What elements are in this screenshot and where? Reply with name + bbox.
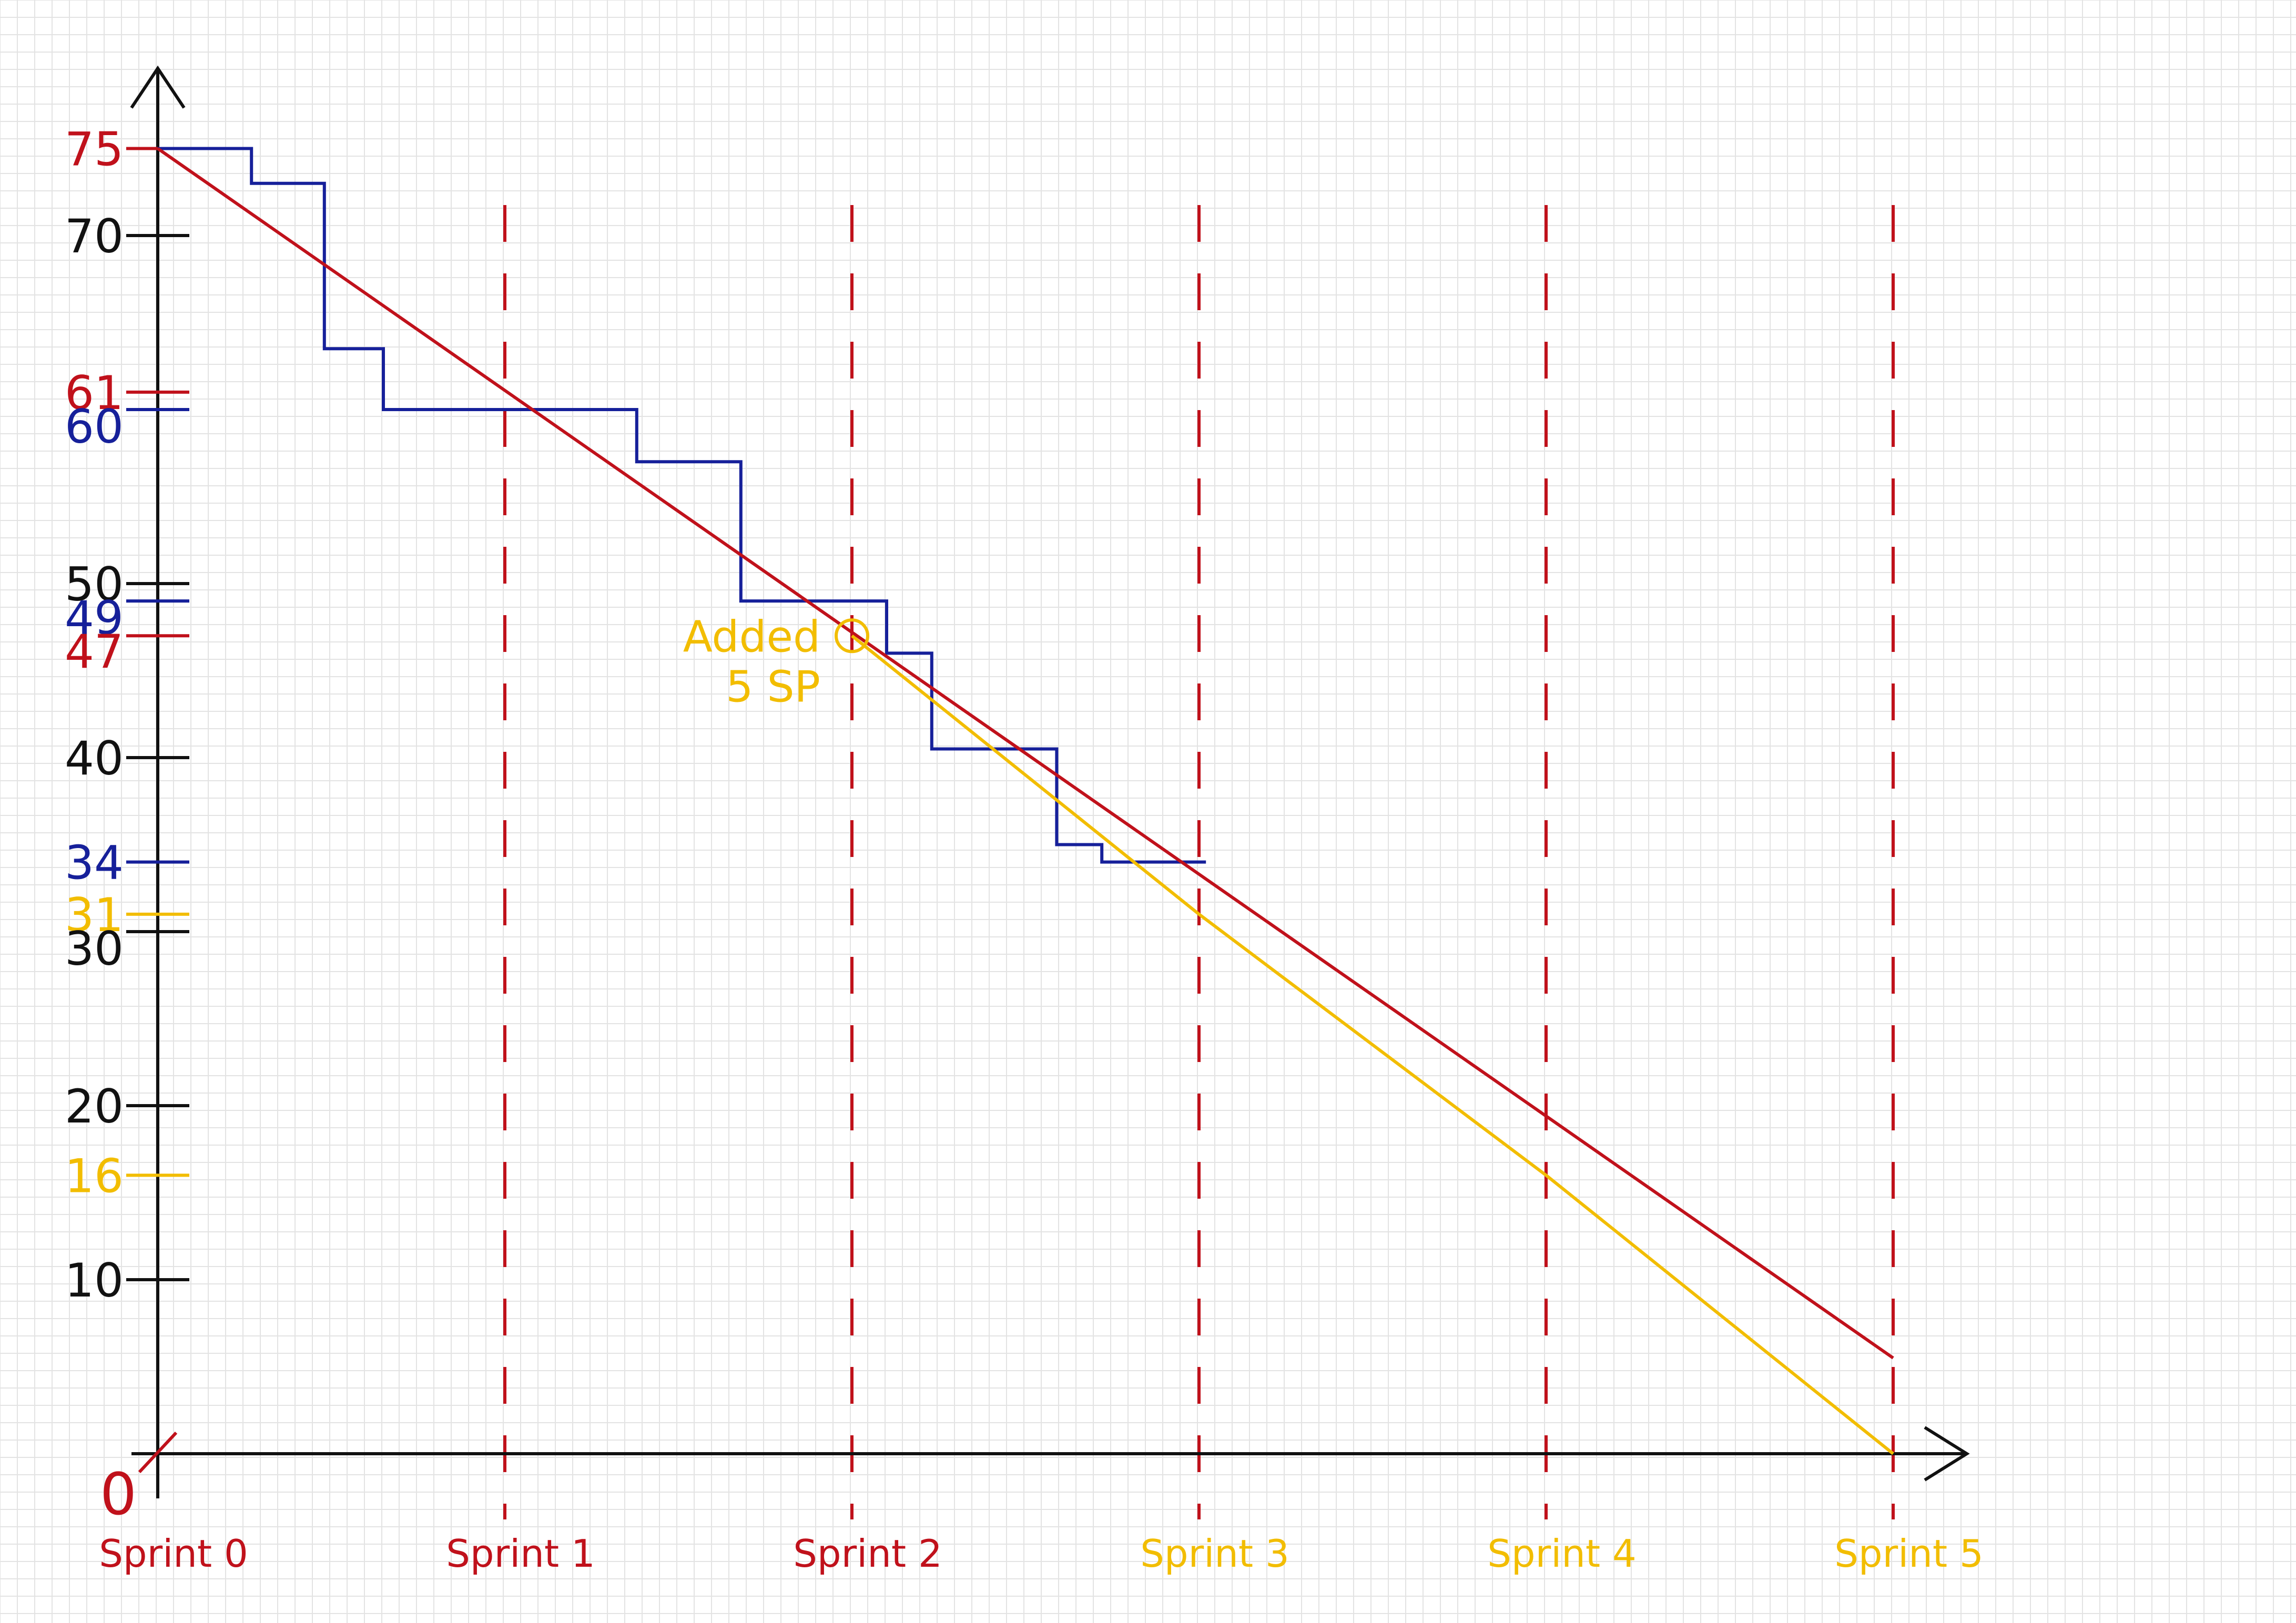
y-tick-label: 40 (65, 731, 124, 785)
annotation-text: 5 SP (726, 662, 820, 712)
y-tick-label: 50 (65, 557, 124, 611)
x-tick-label: Sprint 4 (1487, 1532, 1637, 1576)
x-tick-label: Sprint 0 (99, 1532, 248, 1576)
series-lines (157, 147, 1894, 1455)
y-tick-label: 60 (65, 400, 124, 454)
axes: 0 (100, 65, 1970, 1528)
origin-label: 0 (100, 1461, 137, 1528)
y-tick-label: 30 (65, 922, 124, 976)
y-tick-label: 20 (65, 1079, 124, 1134)
y-tick-label: 16 (65, 1149, 124, 1203)
y-axis-arrow (130, 65, 186, 109)
annotation-text: Added (683, 612, 820, 662)
y-tick-label: 47 (65, 625, 124, 679)
origin-mark (138, 1431, 178, 1474)
x-tick-label: Sprint 1 (446, 1532, 595, 1576)
y-tick-label: 49 (65, 591, 124, 645)
series-red-line (157, 147, 1894, 1360)
x-tick-label: Sprint 5 (1834, 1532, 1984, 1576)
annotation-marker (835, 618, 869, 654)
series-blue-line (158, 147, 1206, 864)
y-tick-label: 75 (65, 123, 124, 177)
x-axis-labels: Sprint 0 Sprint 1 Sprint 2 Sprint 3 Sprint 4… (99, 1532, 1984, 1576)
series-yellow-line (851, 634, 1894, 1455)
y-tick-label: 61 (65, 366, 124, 420)
y-tick-label: 31 (65, 888, 124, 942)
y-tick-label: 10 (65, 1253, 124, 1308)
x-axis-arrow (1924, 1426, 1970, 1482)
x-tick-label: Sprint 2 (793, 1532, 942, 1576)
sprint-dividers (503, 205, 1895, 1519)
y-tick-label: 34 (65, 836, 124, 890)
y-tick-label: 70 (65, 209, 124, 263)
x-tick-label: Sprint 3 (1140, 1532, 1289, 1576)
